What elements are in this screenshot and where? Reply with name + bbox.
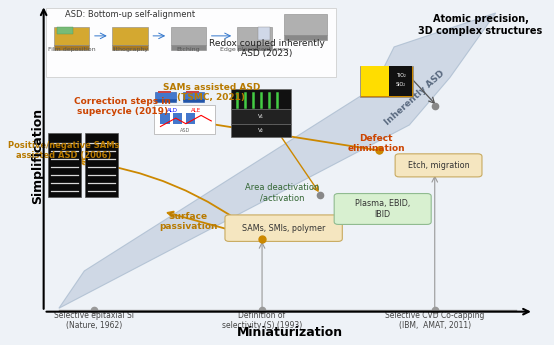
Text: Redox coupled inherently
ASD (2023): Redox coupled inherently ASD (2023) (209, 39, 325, 58)
Text: SAMs, SMIs, polymer: SAMs, SMIs, polymer (242, 224, 325, 233)
Bar (112, 27, 148, 45)
Bar (171, 27, 206, 45)
Text: TiO₂: TiO₂ (396, 73, 406, 78)
FancyBboxPatch shape (395, 154, 482, 177)
FancyBboxPatch shape (48, 133, 81, 197)
Bar (186, 113, 195, 124)
Text: SiO₂: SiO₂ (396, 82, 406, 87)
Bar (161, 113, 170, 124)
Text: Correction steps in
supercycle (2019): Correction steps in supercycle (2019) (74, 97, 171, 116)
Polygon shape (59, 13, 496, 308)
FancyBboxPatch shape (230, 124, 291, 137)
FancyBboxPatch shape (334, 194, 431, 225)
FancyBboxPatch shape (388, 66, 412, 97)
Text: Miniaturization: Miniaturization (237, 326, 343, 339)
Bar (54, 45, 89, 50)
FancyBboxPatch shape (225, 215, 342, 242)
Text: ALD: ALD (167, 108, 178, 113)
Text: Plasma, EBID,
IBID: Plasma, EBID, IBID (355, 199, 411, 219)
FancyBboxPatch shape (361, 66, 389, 97)
Bar (284, 14, 326, 35)
Bar (155, 99, 176, 102)
Text: Simplification: Simplification (31, 107, 44, 204)
FancyBboxPatch shape (230, 89, 291, 109)
Text: Selective CVD Co-capping
(IBM,  AMAT, 2011): Selective CVD Co-capping (IBM, AMAT, 201… (385, 311, 484, 331)
Text: lithography: lithography (112, 47, 148, 52)
Bar (284, 35, 326, 40)
FancyBboxPatch shape (230, 109, 291, 124)
Text: Selective epitaxial Si
(Nature, 1962): Selective epitaxial Si (Nature, 1962) (54, 311, 135, 331)
Bar (158, 91, 171, 93)
Bar (237, 45, 272, 50)
Text: Edge placement error: Edge placement error (220, 47, 289, 52)
Text: Area deactivation
/activation: Area deactivation /activation (245, 183, 320, 203)
Text: Positive/negative SAMs
assisted ASD (2006): Positive/negative SAMs assisted ASD (200… (8, 141, 120, 160)
Text: Film deposition: Film deposition (48, 47, 95, 52)
FancyBboxPatch shape (46, 8, 336, 78)
Bar (183, 99, 204, 102)
Bar (155, 92, 176, 99)
Text: ASD: Bottom-up self-alignment: ASD: Bottom-up self-alignment (65, 10, 195, 19)
Bar (237, 27, 272, 45)
Bar (173, 113, 182, 124)
FancyBboxPatch shape (154, 105, 216, 135)
Bar (54, 27, 89, 45)
Bar (58, 28, 73, 34)
Text: Definition of
selectivity (S) (1993): Definition of selectivity (S) (1993) (222, 311, 302, 331)
Bar (258, 28, 270, 40)
FancyBboxPatch shape (85, 133, 119, 197)
Text: Defect
elimination: Defect elimination (347, 134, 405, 153)
Text: ALE: ALE (191, 108, 201, 113)
Bar (171, 45, 206, 50)
Text: Atomic precision,
3D complex structures: Atomic precision, 3D complex structures (418, 14, 542, 36)
Text: V₂: V₂ (258, 128, 264, 133)
Text: Etch, migration: Etch, migration (408, 161, 469, 170)
Bar (186, 91, 198, 93)
Text: Etching: Etching (177, 47, 200, 52)
Text: SAMs assisted ASD
(TSMC, 2021): SAMs assisted ASD (TSMC, 2021) (162, 83, 260, 102)
Text: Surface
passivation: Surface passivation (159, 212, 218, 231)
Text: ASD: ASD (179, 128, 189, 132)
Text: V₁: V₁ (258, 114, 264, 119)
Bar (112, 45, 148, 50)
Bar (183, 92, 204, 99)
Text: Inherently ASD: Inherently ASD (383, 69, 446, 127)
FancyBboxPatch shape (360, 66, 413, 97)
